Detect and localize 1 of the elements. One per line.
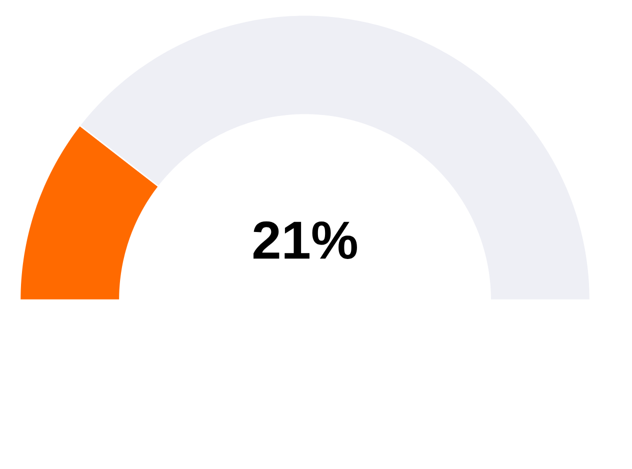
text: 21% [253,221,357,260]
